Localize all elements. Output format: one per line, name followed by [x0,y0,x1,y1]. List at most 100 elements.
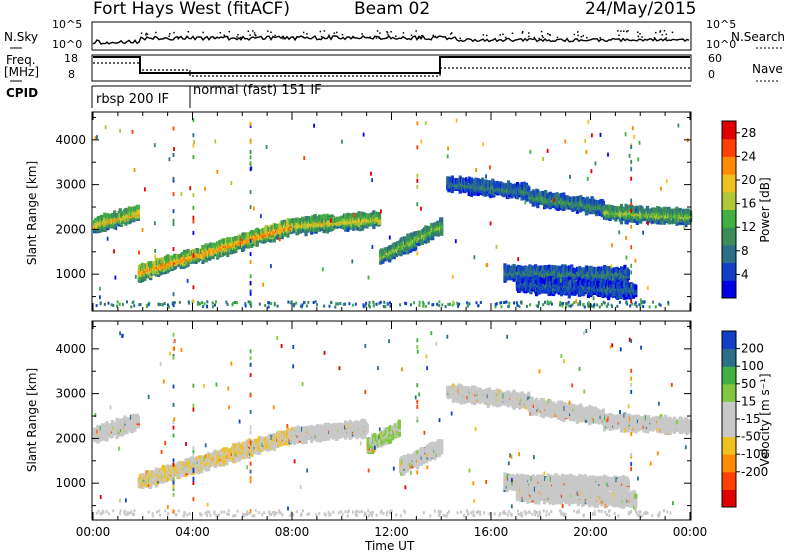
freq-label: Freq. [6,53,36,67]
colorbar-segment [722,209,736,228]
y-tick-label: 4000 [55,342,86,356]
freq-panel-frame [91,54,692,82]
echo-band [292,210,382,237]
echo-band [93,204,140,234]
date-label: 24/May/2015 [585,0,697,19]
freq-line [93,56,690,74]
echo-band [292,418,369,445]
velocity-colorbar-label: Velocity [m s⁻¹] [758,373,772,467]
colorbar-tick-label: 28 [741,126,756,140]
beam-label: Beam 02 [354,0,431,19]
echo-band [515,275,638,301]
echo-band [93,413,140,444]
power-ylabel: Slant Range [km] [25,160,39,266]
colorbar-segment [722,138,736,157]
colorbar-tick-label: -15 [741,412,761,426]
colorbar-tick-label: 12 [741,220,756,234]
colorbar-tick-label: 4 [741,267,749,281]
echo-band [602,203,693,228]
power-panel: 1000 2000 3000 4000 [55,111,693,312]
noise-speckles [94,118,689,305]
y-tick-label: 4000 [55,133,86,147]
y-tick-label: 1000 [55,476,86,490]
nave-tick-high: 60 [708,52,722,65]
colorbar-tick-label: 200 [741,342,764,356]
x-tick-label: 20:00 [573,525,608,539]
x-tick-label: 08:00 [275,525,310,539]
echo-band [515,484,638,510]
power-colorbar-label: Power [dB] [758,177,772,243]
colorbar-segment [722,348,736,367]
velocity-y-axis: 1000 2000 3000 4000 [55,325,691,507]
freq-tick-low: 8 [68,68,75,81]
nsky-tick-high: 10^5 [52,18,83,31]
colorbar-segment [722,244,736,264]
echo-band [602,412,693,436]
colorbar-tick-label: 100 [741,359,764,373]
velocity-echoes [93,329,693,518]
power-x-ticks [92,112,691,311]
x-tick-label: 04:00 [175,525,210,539]
power-y-axis: 1000 2000 3000 4000 [55,116,691,298]
ground-scatter [95,300,670,309]
power-colorbar: 4 8 12 16 20 24 28 [721,120,756,299]
colorbar-segment [722,454,736,473]
colorbar-segment [722,489,736,508]
nave-label: Nave [752,62,783,76]
colorbar-segment [722,174,736,193]
cpid-segment-1: rbsp 200 IF [96,92,170,107]
freq-tick-high: 18 [64,52,78,65]
velocity-ylabel: Slant Range [km] [25,367,39,473]
colorbar-segment [722,121,736,140]
x-tick-label: 12:00 [374,525,409,539]
colorbar-segment [722,471,736,490]
echo-band [503,263,630,286]
colorbar-tick-label: 8 [741,244,749,258]
colorbar-tick-label: -50 [741,430,761,444]
echo-band [528,188,605,218]
colorbar-segment [722,156,736,175]
power-echoes [93,118,693,309]
x-axis-title: Time UT [365,539,415,553]
x-tick-label: 16:00 [474,525,509,539]
y-tick-label: 3000 [55,387,86,401]
x-tick-label: 00:00 [673,525,708,539]
nsky-label: N.Sky [4,30,39,44]
echo-band [379,217,444,265]
colorbar-tick-label: 16 [741,197,756,211]
y-tick-label: 3000 [55,178,86,192]
colorbar-segment [722,436,736,455]
colorbar-segment [722,191,736,210]
freq-unit-label: [MHz] [4,65,40,79]
velocity-colorbar: 200 100 50 15 -15 -50 -100 -200 [721,330,768,508]
ground-scatter [95,509,672,518]
colorbar-tick-label: 24 [741,149,756,163]
colorbar-segment [722,401,736,420]
y-tick-label: 1000 [55,267,86,281]
y-tick-label: 2000 [55,222,86,236]
colorbar-tick-label: 15 [741,394,756,408]
x-tick-label: 00:00 [76,525,111,539]
colorbar-segment [722,419,736,438]
colorbar-tick-label: 20 [741,173,756,187]
colorbar-segment [722,262,736,281]
nsearch-tick-high: 10^5 [706,18,737,31]
top-strip [10,21,784,108]
velocity-x-axis: 00:00 04:00 08:00 12:00 16:00 20:00 00:00 [76,321,708,539]
nsky-trace [92,30,690,45]
colorbar-segment [722,331,736,350]
colorbar-segment [722,366,736,385]
velocity-panel: 1000 2000 3000 4000 00:00 04:00 08:00 12:00 16:… [55,320,708,539]
colorbar-segment [722,383,736,402]
colorbar-frame [721,120,737,299]
cpid-label: CPID [6,86,39,100]
plot-title: Fort Hays West (fitACF) [93,0,290,19]
colorbar-segment [722,280,736,299]
echo-band [399,439,444,476]
nsearch-label: N.Search [731,30,786,44]
nave-tick-low: 0 [708,68,715,81]
noise-speckles [94,329,687,514]
echo-band [366,419,401,455]
colorbar-tick-label: -200 [741,465,768,479]
y-tick-label: 2000 [55,431,86,445]
